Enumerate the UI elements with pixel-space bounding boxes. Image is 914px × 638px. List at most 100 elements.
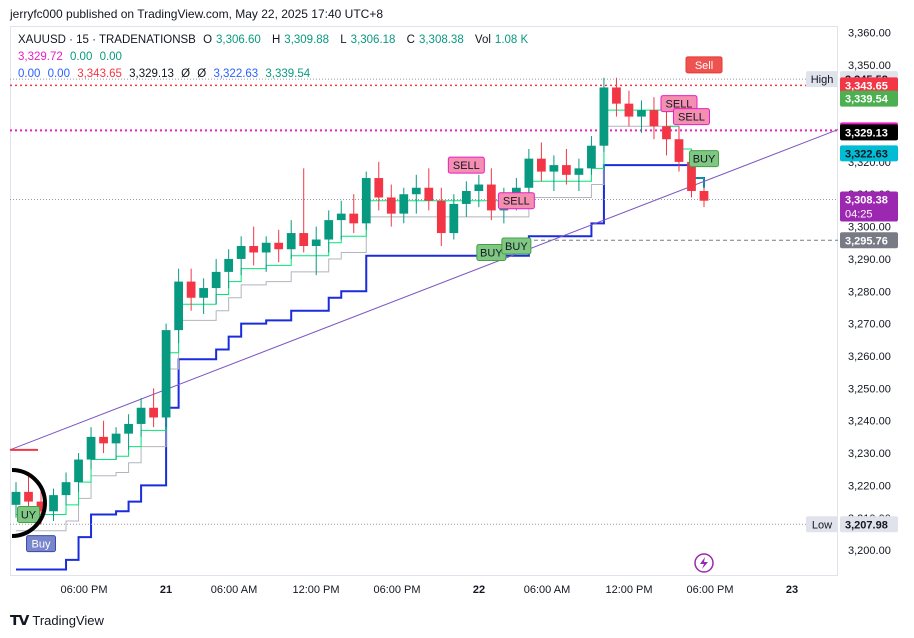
candle-body bbox=[49, 495, 58, 512]
candle-body bbox=[374, 178, 384, 198]
price-tag: 3,343.65 bbox=[840, 77, 898, 94]
signal-label: SELL bbox=[660, 95, 698, 113]
x-tick-label: 22 bbox=[473, 584, 485, 596]
signal-label-text: BUY bbox=[480, 247, 503, 259]
indicator-2-value-f: 3,339.54 bbox=[265, 68, 311, 80]
signal-label-box bbox=[447, 156, 485, 174]
candle-body bbox=[624, 103, 634, 117]
y-tick-label: 3,220.00 bbox=[848, 480, 891, 492]
x-tick-label: 12:00 PM bbox=[292, 584, 339, 596]
signal-label: BUY bbox=[501, 237, 532, 255]
indicator-2-value-a: 0.00 bbox=[18, 68, 41, 80]
y-tick-label: 3,230.00 bbox=[848, 448, 891, 460]
candle-body bbox=[224, 258, 234, 272]
candle-body bbox=[24, 491, 33, 502]
candle-body bbox=[637, 110, 646, 117]
candle-body bbox=[687, 161, 696, 191]
slow-trailing-line bbox=[16, 164, 705, 571]
candle-body bbox=[261, 242, 271, 253]
indicator-2-value-e: 3,322.63 bbox=[213, 68, 259, 80]
price-tag-value: 3,343.65 bbox=[845, 80, 888, 92]
lightning-icon-bolt bbox=[700, 557, 708, 569]
signal-label-text: BUY bbox=[693, 154, 716, 166]
candle-body bbox=[361, 178, 371, 224]
y-tick-label: 3,300.00 bbox=[848, 222, 891, 234]
footer-brand-text: TradingView bbox=[32, 613, 104, 628]
footer-brand[interactable]: 𝗧𝗩 TradingView bbox=[10, 612, 104, 629]
price-tag-value: 3,295.76 bbox=[845, 235, 888, 247]
price-tag: 3,339.54 bbox=[840, 90, 898, 107]
signal-label-box bbox=[17, 506, 41, 524]
candle-body bbox=[174, 281, 183, 331]
legend-close: C 3,308.38 bbox=[406, 34, 464, 46]
legend-open: O 3,306.60 bbox=[203, 34, 261, 46]
price-tag-caption: High bbox=[811, 74, 834, 86]
signal-label-text: SELL bbox=[678, 112, 705, 124]
signal-label-box bbox=[501, 237, 532, 255]
candle-body bbox=[649, 110, 659, 127]
candle-body bbox=[274, 242, 284, 250]
price-tag-value: 3,207.98 bbox=[845, 519, 888, 531]
tradingview-logo-icon: 𝗧𝗩 bbox=[10, 612, 29, 628]
price-tag: 3,308.38 04:25 bbox=[840, 191, 898, 222]
price-tag-box bbox=[840, 516, 898, 533]
indicator-1-value-a: 3,329.72 bbox=[18, 51, 63, 63]
x-tick-label: 12:00 PM bbox=[605, 584, 652, 596]
price-tag-countdown: 04:25 bbox=[845, 208, 873, 220]
candle-body bbox=[124, 423, 133, 434]
candle-body bbox=[136, 407, 146, 424]
signal-label: BUY bbox=[689, 150, 719, 168]
candle-body bbox=[286, 233, 296, 250]
signal-label: BUY bbox=[476, 243, 507, 261]
price-tag-caption: Low bbox=[812, 519, 832, 531]
legend-indicator-1[interactable]: 3,329.72 0.00 0.00 bbox=[18, 51, 126, 63]
candle-body bbox=[236, 246, 246, 259]
signal-label: SELL bbox=[447, 156, 485, 174]
candle-body bbox=[599, 87, 609, 146]
price-tag-caption-box bbox=[806, 516, 838, 533]
x-tick-label: 06:00 AM bbox=[211, 584, 257, 596]
legend-indicator-2[interactable]: 0.00 0.00 3,343.65 3,329.13 Ø Ø 3,322.63… bbox=[18, 68, 314, 80]
candle-body bbox=[486, 184, 496, 211]
legend-volume: Vol 1.08 K bbox=[474, 34, 529, 46]
signal-label: SELL bbox=[497, 192, 535, 210]
candle-body bbox=[311, 239, 321, 246]
candle-body bbox=[386, 197, 396, 214]
candle-body bbox=[324, 220, 334, 240]
signal-label-text: Sell bbox=[695, 60, 713, 72]
price-tag-box bbox=[840, 124, 898, 141]
candle-body bbox=[199, 288, 209, 298]
candle-body bbox=[587, 145, 596, 169]
candle-body bbox=[662, 126, 671, 140]
price-tag: 3,322.63 bbox=[840, 145, 898, 162]
signal-label-box bbox=[685, 56, 723, 74]
y-tick-label: 3,260.00 bbox=[848, 351, 891, 363]
price-tag-box bbox=[840, 77, 898, 94]
candle-body bbox=[111, 433, 121, 444]
candle-body bbox=[336, 213, 346, 221]
signal-label-text: SELL bbox=[503, 196, 530, 208]
candle-body bbox=[449, 203, 459, 234]
signal-label: UY bbox=[17, 506, 41, 524]
candle-body bbox=[161, 330, 171, 418]
candle-body bbox=[36, 501, 46, 512]
candle-body bbox=[424, 187, 434, 201]
signal-label-text: SELL bbox=[666, 99, 693, 111]
y-tick-label: 3,250.00 bbox=[848, 383, 891, 395]
signal-label: Buy bbox=[26, 535, 57, 553]
x-tick-label: 23 bbox=[786, 584, 798, 596]
candle-body bbox=[524, 158, 534, 188]
price-tag: 3,207.98 Low bbox=[806, 516, 898, 533]
signal-label-box bbox=[689, 150, 719, 168]
price-tag-value: 3,339.54 bbox=[845, 94, 889, 106]
legend-symbol[interactable]: XAUUSD · 15 · TRADENATIONSB bbox=[18, 34, 196, 46]
price-tag: 3,329.13 bbox=[840, 124, 898, 141]
chart-frame[interactable] bbox=[10, 26, 838, 576]
legend-low: L 3,306.18 bbox=[340, 34, 396, 46]
x-tick-label: 21 bbox=[160, 584, 172, 596]
signal-label-text: SELL bbox=[453, 160, 480, 172]
indicator-2-value-b: 0.00 bbox=[47, 68, 70, 80]
candle-body bbox=[411, 187, 421, 195]
